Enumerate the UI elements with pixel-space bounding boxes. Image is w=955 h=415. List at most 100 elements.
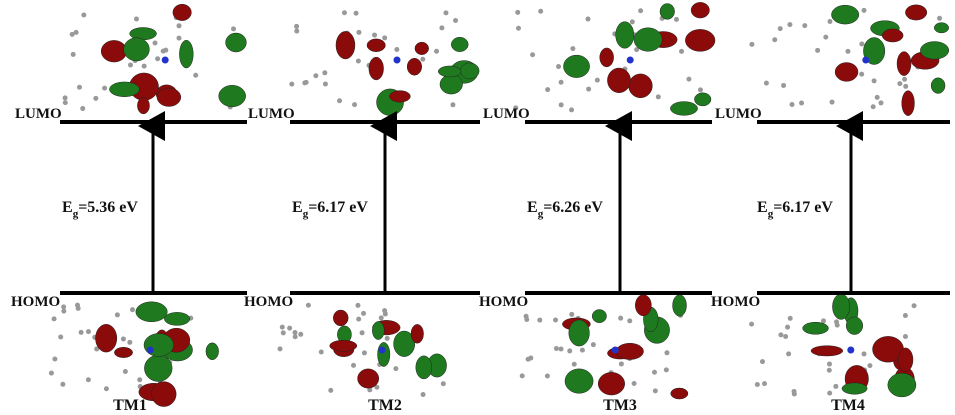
atom — [115, 312, 120, 317]
atom — [570, 46, 575, 51]
atom — [74, 30, 79, 35]
atom — [439, 25, 444, 30]
atom — [130, 307, 135, 312]
orbital-lobe — [898, 348, 913, 372]
atom — [764, 81, 769, 86]
band-gap: Eg=6.26 eV — [527, 199, 603, 220]
homo-label: HOMO — [11, 294, 60, 310]
orbital-lobe — [173, 4, 191, 20]
homo-label: HOMO — [711, 294, 760, 310]
molecule-name: TM3 — [603, 397, 637, 414]
orbital-lobe — [592, 310, 606, 323]
atom — [61, 304, 66, 309]
atom — [127, 340, 132, 345]
atom — [361, 311, 366, 316]
orbital-lobe — [415, 42, 429, 55]
atom — [355, 303, 360, 308]
orbital-lobe — [670, 102, 697, 116]
atom — [362, 350, 367, 355]
atom — [450, 102, 455, 107]
atom — [585, 17, 590, 22]
atom — [749, 42, 754, 47]
atom — [572, 362, 577, 367]
atom — [352, 102, 357, 107]
atom — [664, 350, 669, 355]
atom — [698, 87, 703, 92]
orbital-lobe — [846, 317, 863, 335]
atom — [556, 64, 561, 69]
gap-symbol: E — [527, 199, 538, 216]
orbital-lobe — [634, 28, 662, 52]
gap-symbol: E — [292, 199, 303, 216]
atom — [653, 388, 658, 393]
orbital-lobe — [934, 23, 948, 33]
orbital-lobe — [460, 63, 479, 79]
atom — [792, 391, 797, 396]
atom — [382, 35, 387, 40]
atom — [77, 85, 82, 90]
orbital-lobe — [378, 342, 390, 366]
atom-n — [147, 347, 154, 354]
energy-diagram: LUMOHOMOEg=5.36 eVTM1LUMOHOMOEg=6.17 eVT… — [0, 0, 955, 415]
atom — [63, 95, 68, 100]
atom — [163, 48, 168, 53]
atom — [393, 366, 398, 371]
orbital-lobe — [416, 356, 432, 379]
atom — [443, 10, 448, 15]
atom — [937, 16, 942, 21]
atom — [618, 316, 623, 321]
atom — [638, 8, 643, 13]
atom — [304, 80, 309, 85]
atom — [75, 303, 80, 308]
atom — [553, 317, 558, 322]
atom — [632, 381, 637, 386]
atom — [293, 330, 298, 335]
homo-label: HOMO — [479, 294, 528, 310]
orbital-lobe — [157, 88, 181, 106]
atom — [778, 332, 783, 337]
atom — [385, 336, 390, 341]
atom — [86, 329, 91, 334]
atom — [360, 330, 365, 335]
atom — [287, 326, 292, 331]
lumo-label: LUMO — [483, 106, 530, 122]
orbital-lobe — [569, 320, 590, 346]
atom — [827, 362, 832, 367]
orbital-lobe — [897, 52, 911, 76]
atom — [281, 330, 286, 335]
orbital-lobe — [358, 369, 379, 388]
orbital-lobe — [905, 5, 926, 20]
atom — [674, 17, 679, 22]
gap-value: =6.17 eV — [773, 199, 833, 216]
atom — [71, 52, 76, 57]
atom — [859, 72, 864, 77]
atom — [81, 13, 86, 18]
orbital-lobe — [109, 82, 139, 97]
atom — [786, 351, 791, 356]
atom — [755, 382, 760, 387]
atom — [298, 332, 303, 337]
atom — [142, 64, 147, 69]
atom — [372, 33, 377, 38]
atom — [93, 96, 98, 101]
orbital-lobe — [635, 295, 651, 316]
atom — [102, 86, 107, 91]
atom — [823, 35, 828, 40]
lumo-label: LUMO — [248, 106, 295, 122]
band-gap: Eg=6.17 eV — [757, 199, 833, 220]
atom — [799, 101, 804, 106]
gap-value: =6.17 eV — [308, 199, 368, 216]
atom — [569, 107, 574, 112]
atom — [912, 303, 917, 308]
orbital-lobe — [811, 346, 843, 356]
atom — [356, 30, 361, 35]
atom — [530, 52, 535, 57]
orbital-lobe — [803, 322, 829, 334]
atom — [153, 41, 158, 46]
atom — [679, 49, 684, 54]
atom — [289, 82, 294, 87]
atom — [58, 335, 63, 340]
atom — [121, 336, 126, 341]
atom — [554, 346, 559, 351]
orbital-lobe — [607, 68, 630, 93]
